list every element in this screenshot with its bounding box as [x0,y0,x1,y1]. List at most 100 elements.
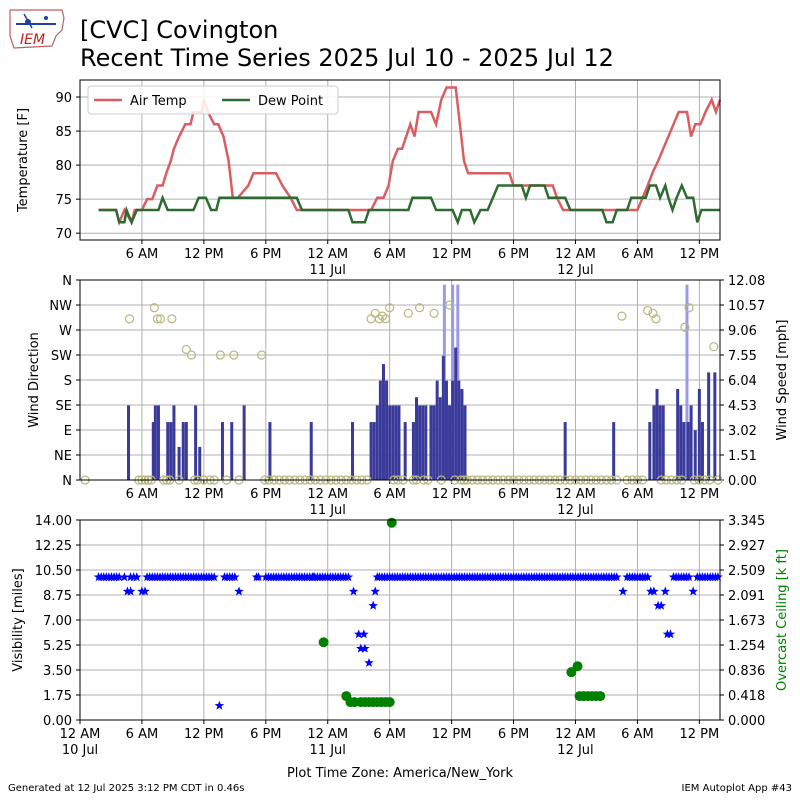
visibility-marker [308,572,318,582]
y2-tick-label: 0.418 [728,689,765,704]
generated-note: Generated at 12 Jul 2025 3:12 PM CDT in … [8,783,245,794]
wind-direction-marker [229,350,239,360]
wind-speed-bar [403,422,407,480]
wind-speed-bar [378,380,382,480]
visibility-marker [368,600,378,610]
wind-speed-bar [612,422,616,480]
wind-speed-bar [381,364,385,480]
wind-speed-bar [689,405,693,480]
wind-speed-bar [661,405,665,480]
y2-axis-label: Overcast Ceiling [k ft] [775,549,790,691]
wind-speed-bar [166,422,170,480]
y2-tick-label: 0.000 [728,714,765,729]
y-tick-label: W [59,324,72,339]
y-tick-label: 0.00 [43,714,72,729]
y-tick-label: 70 [55,227,72,242]
x-tick-label: 12 PM [184,247,224,262]
wind-direction-marker [444,300,455,310]
x-tick-label: 12 PM [432,487,472,502]
wind-speed-bar [369,422,373,480]
x-tick-label: 6 PM [498,247,529,262]
wind-direction-marker [617,311,627,321]
visibility-marker [359,629,369,639]
x-tick-label: 6 PM [498,727,529,742]
visibility-marker [364,657,374,667]
y-tick-label: 3.50 [43,664,72,679]
visibility-marker [343,572,354,582]
wind-direction-marker [651,314,661,324]
visibility-marker [209,572,219,582]
wind-speed-bar [177,446,181,480]
x-tick-label: 6 PM [498,487,529,502]
y2-axis-label: Wind Speed [mph] [775,320,790,441]
wind-speed-bar [435,380,439,480]
wind-direction-marker [149,303,159,313]
y-tick-label: S [64,374,72,389]
y-tick-label: SW [51,349,72,364]
wind-speed-bar [194,405,198,480]
wind-direction-marker [181,344,191,355]
y2-tick-label: 4.53 [728,399,757,414]
y2-tick-label: 10.57 [728,299,765,314]
x-tick-label: 12 AM [307,247,348,262]
x-axis-label: Plot Time Zone: America/New_York [287,766,514,781]
wind-speed-bar [156,405,160,480]
wind-speed-bar [676,388,680,480]
ceiling-marker [318,637,329,648]
visibility-marker [253,572,264,582]
y2-tick-label: 2.509 [728,564,765,579]
visibility-marker [354,629,364,639]
x-tick-label: 6 AM [373,487,406,502]
y-tick-label: 5.25 [43,639,72,654]
wind-speed-bar [424,405,428,480]
wind-speed-bar [394,405,398,480]
air-temp-line [98,86,722,227]
wind-speed-bar [184,422,188,480]
visibility-marker [230,572,240,582]
wind-direction-marker [215,350,225,360]
y2-tick-label: 9.06 [728,324,757,339]
visibility-marker [125,572,136,582]
wind-direction-marker [429,308,439,318]
wind-speed-bar [658,405,662,480]
x-tick-label: 6 AM [621,727,654,742]
wind-speed-bar [441,355,445,480]
visibility-marker [713,572,723,582]
wind-direction-marker [257,350,267,360]
ceiling-marker [386,517,397,528]
visibility-marker [665,629,676,639]
x-tick-label: 12 AM [555,727,596,742]
visibility-marker [643,572,653,582]
x-tick-label: 12 AM [307,727,348,742]
x-tick-label: 6 AM [126,727,159,742]
visibility-marker [234,586,244,596]
x-tick-sublabel: 11 Jul [310,263,346,278]
visibility-marker [688,586,698,596]
wind-direction-marker [152,314,163,324]
ceiling-marker [572,661,583,672]
wind-speed-bar [700,422,704,480]
wind-speed-bar [707,372,711,480]
wind-speed-bar [432,405,436,480]
wind-speed-bar [693,430,697,480]
y2-tick-label: 0.836 [728,664,765,679]
wind-direction-marker [374,314,384,324]
y-tick-label: N [62,474,72,489]
visibility-marker [125,586,136,596]
y2-tick-label: 6.04 [728,374,757,389]
x-tick-label: 6 AM [373,247,406,262]
visibility-marker [348,586,359,596]
dew-point-line [98,181,720,226]
y2-tick-label: 0.00 [728,474,757,489]
x-tick-label: 12 AM [307,487,348,502]
wind-speed-bar [169,422,173,480]
wind-direction-marker [680,322,690,332]
x-tick-label: 6 AM [373,727,406,742]
y2-tick-label: 3.02 [728,424,757,439]
legend-box [87,85,339,115]
wind-direction-marker [380,314,391,324]
wind-direction-marker [648,308,658,318]
wind-speed-bar [309,422,313,480]
ceiling-marker [595,691,606,702]
